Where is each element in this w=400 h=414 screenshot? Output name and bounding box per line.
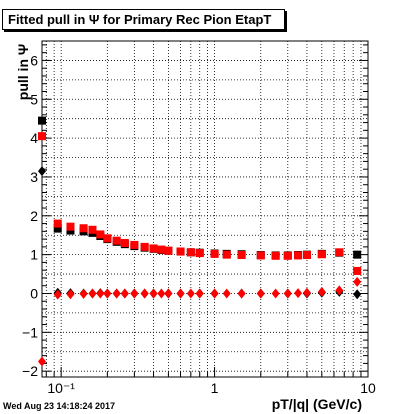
data-point-series-3 bbox=[176, 288, 185, 299]
data-point-series-3 bbox=[256, 288, 265, 299]
y-tick-label: −1 bbox=[22, 324, 38, 340]
data-point-series-1 bbox=[294, 251, 303, 260]
y-tick-label: 1 bbox=[30, 247, 38, 263]
data-point-series-2 bbox=[38, 166, 46, 177]
data-point-series-1 bbox=[256, 251, 265, 260]
y-tick-label: −2 bbox=[22, 363, 38, 379]
data-point-series-1 bbox=[195, 249, 204, 258]
data-point-series-3 bbox=[130, 288, 139, 299]
data-point-series-3 bbox=[66, 289, 75, 300]
data-point-series-3 bbox=[237, 288, 246, 299]
data-point-series-1 bbox=[271, 251, 280, 260]
data-point-series-3 bbox=[302, 287, 311, 298]
data-point-series-1 bbox=[302, 251, 311, 260]
data-point-series-3 bbox=[195, 288, 204, 299]
data-point-series-1 bbox=[164, 246, 173, 255]
data-point-series-1 bbox=[186, 248, 195, 257]
data-point-series-1 bbox=[103, 234, 112, 243]
data-point-series-1 bbox=[157, 245, 166, 254]
data-point-series-1 bbox=[237, 251, 246, 260]
data-point-series-3 bbox=[149, 288, 158, 299]
data-point-series-3 bbox=[210, 288, 219, 299]
data-point-series-1 bbox=[176, 247, 185, 256]
data-point-series-3 bbox=[186, 288, 195, 299]
x-tick-label: 10⁻¹ bbox=[47, 380, 75, 396]
data-point-series-1 bbox=[140, 242, 149, 251]
chart-title: Fitted pull in Ψ for Primary Rec Pion Et… bbox=[2, 9, 285, 30]
data-point-series-3 bbox=[38, 356, 46, 367]
data-point-series-1 bbox=[96, 230, 105, 239]
data-point-series-1 bbox=[335, 248, 344, 257]
data-point-series-1 bbox=[130, 240, 139, 249]
y-axis-label: pull in Ψ bbox=[15, 43, 31, 101]
data-point-series-1 bbox=[88, 225, 97, 234]
y-tick-label: 3 bbox=[30, 169, 38, 185]
data-point-series-3 bbox=[283, 288, 292, 299]
data-point-series-2 bbox=[353, 289, 362, 300]
data-point-series-3 bbox=[79, 288, 88, 299]
x-tick-label: 1 bbox=[211, 380, 219, 396]
data-point-series-1 bbox=[38, 132, 46, 141]
data-point-series-1 bbox=[120, 238, 129, 247]
y-tick-label: 4 bbox=[30, 130, 38, 146]
x-axis-label: pT/|q| (GeV/c) bbox=[271, 396, 362, 412]
data-point-series-3 bbox=[157, 288, 166, 299]
data-point-series-1 bbox=[149, 244, 158, 253]
data-point-series-0 bbox=[353, 250, 362, 259]
data-point-series-3 bbox=[88, 288, 97, 299]
data-point-series-3 bbox=[222, 288, 231, 299]
data-point-series-1 bbox=[79, 224, 88, 233]
data-point-series-3 bbox=[96, 288, 105, 299]
data-point-series-3 bbox=[335, 285, 344, 296]
data-point-series-1 bbox=[112, 236, 121, 245]
data-point-series-1 bbox=[353, 266, 362, 275]
data-point-series-3 bbox=[353, 276, 362, 287]
data-point-series-1 bbox=[283, 251, 292, 260]
y-tick-label: 6 bbox=[30, 52, 38, 68]
data-point-series-3 bbox=[120, 288, 129, 299]
data-point-series-1 bbox=[66, 222, 75, 231]
data-point-series-1 bbox=[210, 249, 219, 258]
x-tick-label: 10 bbox=[360, 380, 376, 396]
data-point-series-3 bbox=[103, 288, 112, 299]
y-tick-label: 0 bbox=[30, 285, 38, 301]
data-point-series-3 bbox=[164, 288, 173, 299]
data-point-series-0 bbox=[38, 116, 46, 125]
data-point-series-3 bbox=[140, 288, 149, 299]
data-point-series-0 bbox=[53, 224, 62, 233]
data-point-series-3 bbox=[317, 286, 326, 297]
data-point-series-3 bbox=[294, 288, 303, 299]
timestamp-footer: Wed Aug 23 14:18:24 2017 bbox=[3, 401, 116, 411]
data-point-series-3 bbox=[271, 288, 280, 299]
data-point-series-1 bbox=[53, 219, 62, 228]
plot-frame bbox=[41, 40, 369, 378]
y-tick-label: 5 bbox=[30, 91, 38, 107]
data-point-series-3 bbox=[112, 288, 121, 299]
data-point-series-1 bbox=[222, 250, 231, 259]
data-point-series-1 bbox=[317, 250, 326, 259]
y-tick-label: 2 bbox=[30, 208, 38, 224]
data-point-series-3 bbox=[53, 289, 62, 300]
